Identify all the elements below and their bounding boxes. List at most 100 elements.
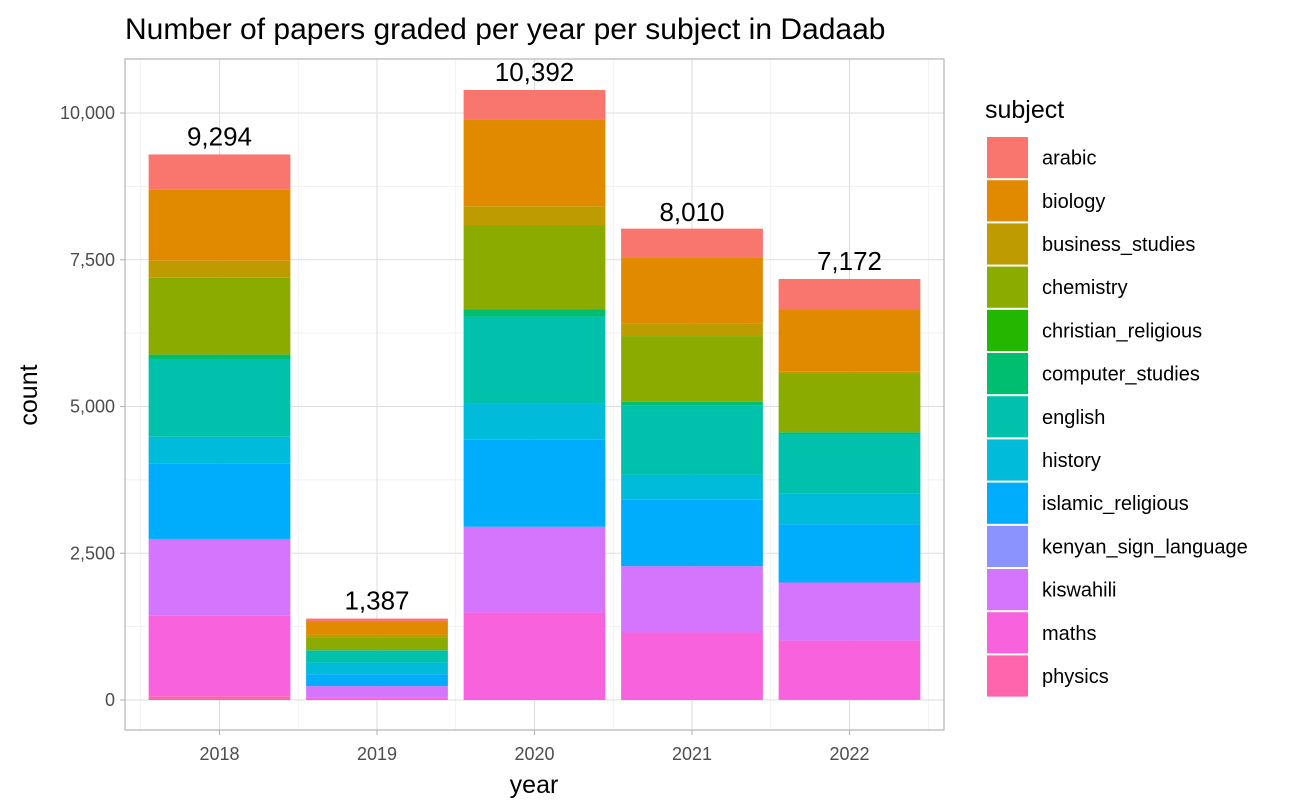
legend-key-kiswahili bbox=[987, 569, 1028, 611]
bar-segment-2021-chemistry bbox=[621, 336, 763, 402]
bar-segment-2018-history bbox=[148, 436, 291, 464]
bar-segment-2019-kiswahili bbox=[306, 686, 448, 698]
legend-label-business_studies: business_studies bbox=[1042, 234, 1195, 256]
legend-label-biology: biology bbox=[1042, 191, 1105, 213]
x-tick-label: 2022 bbox=[829, 744, 869, 764]
bar-segment-2018-islamic_religious bbox=[148, 463, 291, 539]
bar-segment-2020-history bbox=[463, 403, 606, 440]
legend-label-chemistry: chemistry bbox=[1042, 277, 1128, 299]
bar-segment-2022-history bbox=[778, 493, 921, 525]
bar-total-labels: 9,294 1,387 10,392 8,010 7,172 bbox=[187, 57, 882, 616]
legend-label-maths: maths bbox=[1042, 623, 1096, 645]
y-axis-title: count bbox=[15, 364, 43, 425]
total-label-2020: 10,392 bbox=[495, 57, 575, 87]
bar-segment-2018-kiswahili bbox=[148, 538, 291, 616]
legend-label-kiswahili: kiswahili bbox=[1042, 580, 1116, 602]
bar-segment-2021-history bbox=[621, 474, 763, 500]
y-tick-label: 5,000 bbox=[70, 397, 115, 417]
legend-key-history bbox=[987, 439, 1028, 481]
bar-segment-2019-maths bbox=[306, 697, 448, 700]
legend-key-english bbox=[987, 396, 1028, 438]
bar-segment-2018-english bbox=[148, 359, 291, 437]
legend-label-kenyan_sign_language: kenyan_sign_language bbox=[1042, 536, 1248, 558]
bar-segment-2020-english bbox=[463, 316, 606, 404]
bar-segment-2021-computer_studies bbox=[621, 401, 763, 406]
legend-key-chemistry bbox=[987, 266, 1028, 308]
bar-segment-2018-business_studies bbox=[148, 260, 291, 278]
bar-segment-2018-chemistry bbox=[148, 277, 291, 355]
legend-key-maths bbox=[987, 612, 1028, 654]
bars bbox=[148, 89, 921, 700]
legend-key-arabic bbox=[987, 137, 1028, 179]
x-tick-label: 2021 bbox=[672, 744, 712, 764]
legend-key-computer_studies bbox=[987, 353, 1028, 395]
bar-segment-2020-kiswahili bbox=[463, 526, 606, 613]
bar-segment-2021-maths bbox=[621, 632, 763, 700]
legend-label-history: history bbox=[1042, 450, 1101, 472]
legend-label-english: english bbox=[1042, 407, 1105, 429]
bar-segment-2021-kiswahili bbox=[621, 566, 763, 633]
bar-segment-2018-maths bbox=[148, 615, 291, 697]
bar-segment-2022-english bbox=[778, 434, 921, 494]
bar-segment-2019-arabic bbox=[306, 618, 448, 622]
bar-segment-2022-arabic bbox=[778, 279, 921, 310]
legend-title: subject bbox=[985, 96, 1064, 124]
bar-segment-2022-maths bbox=[778, 640, 921, 700]
bar-segment-2020-islamic_religious bbox=[463, 439, 606, 527]
bar-segment-2018-computer_studies bbox=[148, 354, 291, 360]
bar-segment-2018-biology bbox=[148, 189, 291, 261]
bar-segment-2021-arabic bbox=[621, 228, 763, 258]
y-tick-label: 7,500 bbox=[70, 250, 115, 270]
legend-key-physics bbox=[987, 655, 1028, 697]
x-tick-label: 2018 bbox=[199, 744, 239, 764]
bar-segment-2020-business_studies bbox=[463, 206, 606, 225]
legend-label-islamic_religious: islamic_religious bbox=[1042, 493, 1189, 515]
bar-segment-2019-islamic_religious bbox=[306, 674, 448, 687]
bar-segment-2021-islamic_religious bbox=[621, 499, 763, 567]
legend: subject arabic biology business_studiesche… bbox=[985, 96, 1248, 697]
bar-segment-2020-biology bbox=[463, 119, 606, 207]
bar-segment-2022-business_studies bbox=[778, 371, 921, 374]
bar-segment-2019-history bbox=[306, 662, 448, 675]
legend-label-arabic: arabic bbox=[1042, 148, 1096, 170]
bar-segment-2019-business_studies bbox=[306, 634, 448, 638]
bar-segment-2020-chemistry bbox=[463, 224, 606, 310]
bar-segment-2022-kiswahili bbox=[778, 582, 921, 641]
y-tick-label: 10,000 bbox=[60, 103, 115, 123]
y-tick-label: 2,500 bbox=[70, 543, 115, 563]
total-label-2018: 9,294 bbox=[187, 121, 252, 151]
x-tick-label: 2019 bbox=[357, 744, 397, 764]
y-axis-ticks: 0 2,500 5,000 7,500 10,000 bbox=[60, 103, 125, 710]
bar-segment-2019-chemistry bbox=[306, 637, 448, 651]
chart-title: Number of papers graded per year per sub… bbox=[125, 13, 885, 46]
legend-label-christian_religious: christian_religious bbox=[1042, 320, 1202, 342]
bar-segment-2018-arabic bbox=[148, 154, 291, 190]
x-axis-ticks: 2018 2019 2020 2021 2022 bbox=[199, 730, 870, 764]
legend-key-business_studies bbox=[987, 223, 1028, 265]
legend-key-christian_religious bbox=[987, 309, 1028, 351]
bar-segment-2022-chemistry bbox=[778, 373, 921, 433]
bar-segment-2020-maths bbox=[463, 612, 606, 700]
bar-segment-2021-english bbox=[621, 405, 763, 475]
legend-items: arabic biology business_studies chemistry ch… bbox=[987, 137, 1248, 697]
bar-segment-2022-physics bbox=[778, 699, 921, 700]
total-label-2019: 1,387 bbox=[344, 586, 409, 616]
bar-segment-2021-business_studies bbox=[621, 323, 763, 337]
legend-key-islamic_religious bbox=[987, 482, 1028, 524]
legend-label-computer_studies: computer_studies bbox=[1042, 364, 1200, 386]
y-tick-label: 0 bbox=[105, 690, 115, 710]
legend-key-kenyan_sign_language bbox=[987, 525, 1028, 567]
bar-segment-2022-computer_studies bbox=[778, 432, 921, 435]
bar-segment-2019-english bbox=[306, 650, 448, 663]
legend-label-physics: physics bbox=[1042, 666, 1109, 688]
total-label-2022: 7,172 bbox=[817, 246, 882, 276]
bar-segment-2022-biology bbox=[778, 309, 921, 372]
x-axis-title: year bbox=[510, 771, 559, 799]
bar-segment-2018-physics bbox=[148, 696, 291, 700]
x-tick-label: 2020 bbox=[514, 744, 554, 764]
bar-segment-2022-islamic_religious bbox=[778, 524, 921, 583]
bar-segment-2020-arabic bbox=[463, 89, 606, 120]
total-label-2021: 8,010 bbox=[659, 197, 724, 227]
bar-segment-2021-biology bbox=[621, 257, 763, 324]
